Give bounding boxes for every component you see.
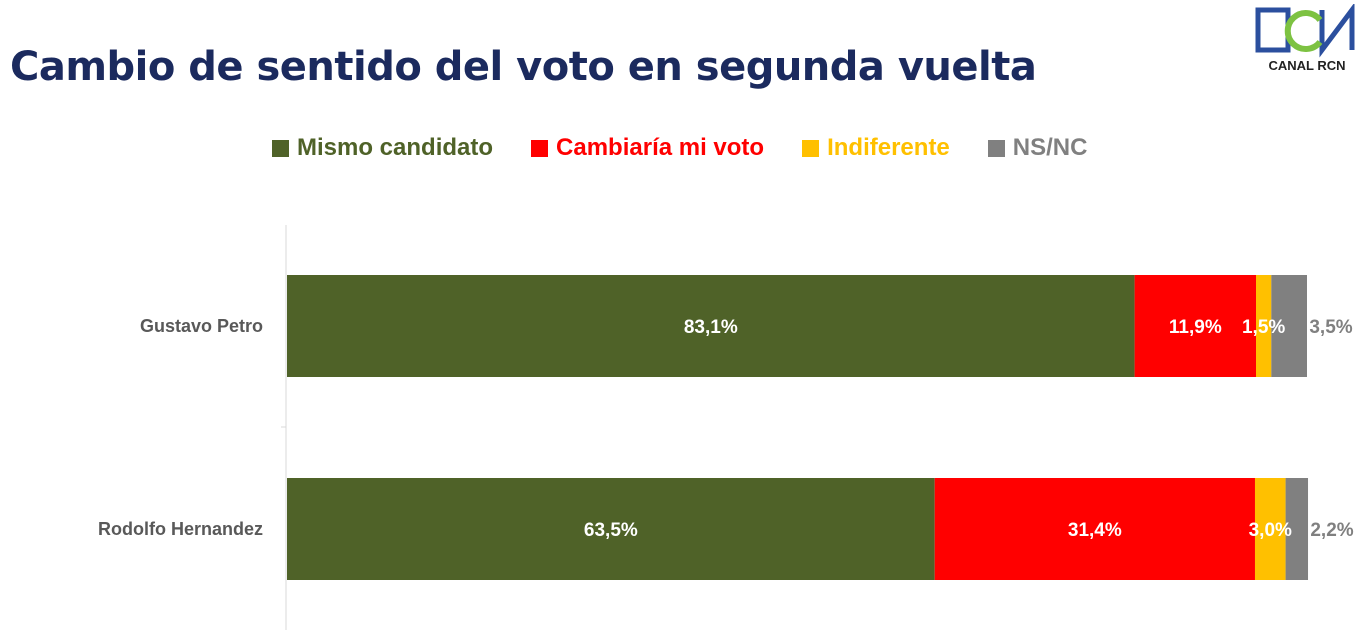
legend-label: Indiferente	[827, 134, 950, 161]
data-label: 11,9%	[1169, 317, 1222, 338]
svg-text:CANAL RCN: CANAL RCN	[1268, 58, 1345, 73]
legend-swatch	[272, 139, 289, 157]
legend-swatch	[987, 139, 1005, 157]
data-label: 63,5%	[584, 520, 638, 541]
legend-label: Mismo candidato	[297, 134, 494, 161]
legend-item: Indiferente	[802, 134, 950, 162]
legend-swatch	[531, 139, 549, 157]
category-label: Rodolfo Hernandez	[98, 519, 263, 539]
legend-item: Mismo candidato	[272, 134, 493, 162]
legend-item: NS/NC	[987, 134, 1088, 162]
canal-rcn-logo: CANAL RCN	[1252, 2, 1362, 76]
legend-label: Cambiaría mi voto	[556, 134, 765, 161]
legend-label: NS/NC	[1012, 134, 1088, 161]
category-label: Gustavo Petro	[140, 316, 263, 336]
bar-segment	[1254, 478, 1286, 580]
bar-segment	[1256, 275, 1272, 377]
data-label: 1,5%	[1242, 317, 1285, 338]
data-label: 2,2%	[1310, 520, 1353, 541]
bar-segment	[1285, 478, 1309, 580]
legend: Mismo candidato Cambiaría mi voto Indifere…	[272, 134, 1125, 162]
data-label: 83,1%	[684, 317, 738, 338]
bar-segment	[287, 275, 1135, 377]
bar-segment	[1271, 275, 1307, 377]
bar-segment	[1134, 275, 1256, 377]
chart-title: Cambio de sentido del voto en segunda vu…	[10, 44, 1037, 90]
data-label: 31,4%	[1068, 520, 1122, 541]
legend-swatch	[802, 139, 820, 157]
bar-segment	[934, 478, 1255, 580]
bar-segment	[287, 478, 935, 580]
data-label: 3,5%	[1309, 317, 1352, 338]
legend-item: Cambiaría mi voto	[531, 134, 764, 162]
data-label: 3,0%	[1249, 520, 1292, 541]
